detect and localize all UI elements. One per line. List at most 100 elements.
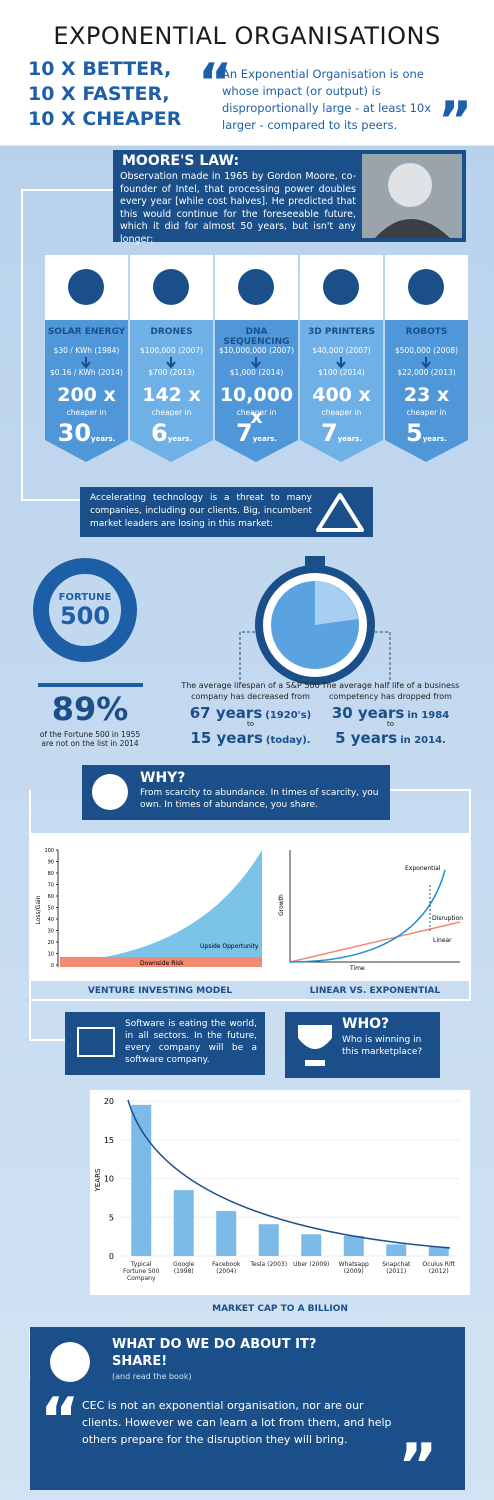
- trophy-icon: [298, 1025, 332, 1066]
- y-tick-label: 100: [44, 848, 54, 854]
- who-text: Who is winning in this marketplace?: [342, 1035, 423, 1057]
- y-tick-label: 40: [48, 917, 54, 923]
- tech-years: 7years.: [215, 419, 298, 447]
- tech-cheaper: cheaper in: [236, 408, 277, 417]
- years-number: 30: [57, 419, 92, 447]
- years-number: 5: [405, 419, 423, 447]
- tech-multiple: 400 x: [312, 384, 371, 406]
- x-tick-label: Oculus Rift (2012): [422, 1261, 456, 1275]
- caption: MARKET CAP TO A BILLION: [212, 1304, 348, 1314]
- y-tick-label: 0: [109, 1252, 114, 1261]
- arrow: [251, 357, 261, 369]
- label: Disruption: [432, 915, 463, 922]
- why-box: [82, 765, 390, 820]
- photo-body: [375, 219, 450, 238]
- y-tick-label: 20: [104, 1097, 114, 1106]
- tech-name: 3D PRINTERS: [308, 327, 375, 337]
- tech-cheaper: cheaper in: [66, 408, 107, 417]
- stat-note: (today).: [265, 735, 311, 746]
- quote-mark: “: [198, 53, 232, 113]
- years-unit: years.: [167, 435, 192, 443]
- tech-name: DRONES: [150, 327, 193, 337]
- tech-icon: [238, 269, 274, 305]
- arrow: [336, 357, 346, 369]
- warning-icon: [316, 493, 364, 532]
- moore-text: Observation made in 1965 by Gordon Moore…: [120, 171, 356, 245]
- footer-title: WHAT DO WE DO ABOUT IT?: [112, 1337, 317, 1352]
- bar: [173, 1190, 194, 1256]
- label: Upside Opportunity: [200, 943, 259, 950]
- tech-after: $700 (2013): [148, 368, 195, 377]
- software-box: [65, 1012, 265, 1075]
- footer-note: (and read the book): [112, 1372, 192, 1381]
- bar: [216, 1211, 237, 1256]
- card: [215, 320, 298, 462]
- caption: LINEAR VS. EXPONENTIAL: [309, 986, 441, 996]
- title: EXPONENTIAL ORGANISATIONS: [53, 22, 441, 50]
- y-tick-label: 0: [51, 963, 54, 969]
- years-number: 7: [320, 419, 338, 447]
- upside-area: [60, 850, 262, 962]
- x-tick-label: Snapchat (2011): [382, 1261, 411, 1275]
- years-unit: years.: [252, 435, 277, 443]
- tech-cheaper: cheaper in: [406, 408, 447, 417]
- stat-to: to: [386, 720, 395, 728]
- why-title: WHY?: [140, 770, 186, 786]
- why-text: From scarcity to abundance. In times of …: [140, 788, 379, 810]
- tech-after: $1,000 (2014): [229, 368, 284, 377]
- stopwatch-slice: [315, 581, 358, 625]
- fortune-text: of the Fortune 500 in 1955 are not on th…: [39, 730, 141, 748]
- stat-from: 30 years in 1984: [318, 703, 463, 722]
- who-title: WHO?: [342, 1016, 390, 1032]
- y-tick-label: 15: [104, 1136, 114, 1145]
- fortune-label: FORTUNE: [58, 592, 112, 603]
- footer-share: SHARE!: [112, 1354, 168, 1369]
- label: Downside Risk: [140, 960, 184, 967]
- software-text: Software is eating the world, in all sec…: [125, 1019, 257, 1065]
- bar: [343, 1235, 364, 1256]
- fortune-ring: [33, 558, 137, 662]
- y-tick-label: 50: [48, 906, 54, 912]
- bar: [301, 1234, 322, 1256]
- tech-cheaper: cheaper in: [321, 408, 362, 417]
- bar: [131, 1104, 152, 1256]
- x-tick-label: Uber (2009): [293, 1261, 330, 1268]
- tech-before: $100,000 (2007): [139, 346, 204, 355]
- y-tick-label: 10: [48, 952, 54, 958]
- stat-note: in 1984: [407, 710, 450, 721]
- tech-multiple: 10,000 x: [219, 384, 294, 428]
- terminal-icon: [77, 1027, 115, 1057]
- x-tick-label: Tesla (2003): [250, 1261, 288, 1268]
- photo-face: [388, 163, 432, 207]
- stat-text: The average half life of a business comp…: [321, 681, 460, 701]
- share-icon: [50, 1342, 90, 1382]
- x-tick-label: Google (1998): [173, 1261, 195, 1275]
- stat-big: 67 years: [189, 704, 263, 722]
- x-tick-label: Typical Fortune 500 Company: [123, 1261, 160, 1282]
- label: Linear: [433, 937, 452, 944]
- tech-before: $30 / KWh (1984): [53, 346, 120, 355]
- stat-text: The average lifespan of a S&P 500 compan…: [181, 681, 320, 701]
- tech-before: $10,000,000 (2007): [218, 346, 295, 355]
- moore-title: MOORE'S LAW:: [122, 153, 240, 169]
- tech-icon: [323, 269, 359, 305]
- tech-before: $500,000 (2008): [394, 346, 459, 355]
- tech-before: $40,000 (2007): [312, 346, 371, 355]
- card: [385, 320, 468, 462]
- y-tick-label: 60: [48, 894, 54, 900]
- bar: [258, 1224, 279, 1256]
- y-label: Growth: [278, 894, 285, 916]
- linear: [289, 921, 461, 963]
- stat-big: 30 years: [331, 704, 405, 722]
- caption: VENTURE INVESTING MODEL: [87, 986, 233, 996]
- years-unit: years.: [337, 435, 362, 443]
- tech-multiple: 142 x: [142, 384, 201, 406]
- stat-big: 5 years: [335, 729, 398, 747]
- y-tick-label: 90: [48, 860, 54, 866]
- y-label: Loss/Gain: [35, 895, 42, 924]
- x-label: Time: [349, 965, 365, 972]
- x-tick-label: Facebook (2004): [212, 1261, 241, 1275]
- bar: [428, 1246, 449, 1256]
